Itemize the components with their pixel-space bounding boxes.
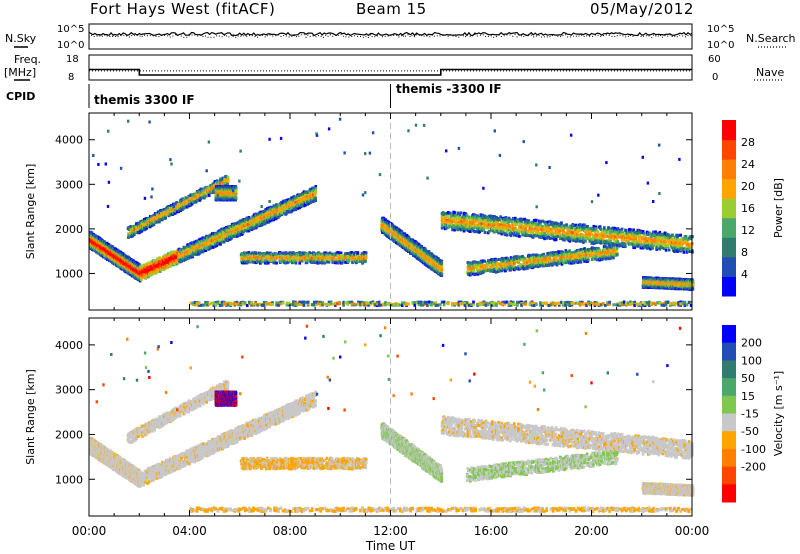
nave-tick-bottom: 0 <box>712 72 718 83</box>
power-cell <box>227 176 230 179</box>
freq-series-line <box>89 70 692 76</box>
freq-panel-frame <box>89 55 692 80</box>
nave-tick-top: 60 <box>708 54 721 65</box>
power-cell <box>314 197 317 200</box>
power-cell <box>227 180 230 183</box>
noise-panel-frame <box>89 24 692 49</box>
noise-right-tick-bottom: 10^0 <box>707 40 734 51</box>
power-cell <box>154 216 157 219</box>
power-heatmap-cells <box>89 118 694 307</box>
noise-left-tick-bottom: 10^0 <box>57 40 84 51</box>
power-cell <box>314 189 317 192</box>
freq-tick-bottom: 8 <box>68 72 74 83</box>
power-cell <box>164 217 167 220</box>
noise-left-tick-top: 10^5 <box>57 24 84 35</box>
noise-right-tick-top: 10^5 <box>707 24 734 35</box>
freq-tick-top: 18 <box>66 54 79 65</box>
